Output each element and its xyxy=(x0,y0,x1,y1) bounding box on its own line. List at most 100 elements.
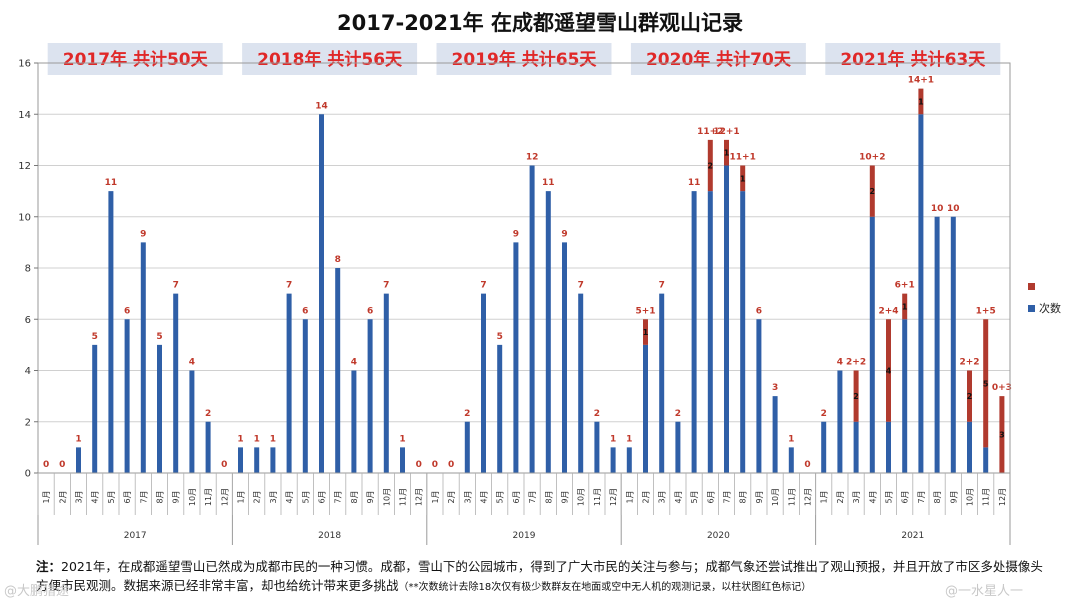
month-label: 10月 xyxy=(577,488,586,506)
bar-base xyxy=(286,293,292,473)
bar-extra xyxy=(853,370,859,422)
value-label: 5+1 xyxy=(635,306,655,316)
month-label: 5月 xyxy=(107,490,116,503)
footnote-lead: 注： xyxy=(36,559,62,574)
month-label: 9月 xyxy=(172,490,181,503)
month-label: 7月 xyxy=(139,490,148,503)
year-banner-label: 2017年 共计50天 xyxy=(63,49,209,70)
value-label: 0 xyxy=(43,460,49,470)
value-label: 7 xyxy=(578,281,584,291)
month-label: 3月 xyxy=(852,490,861,503)
value-label: 5 xyxy=(92,332,98,342)
month-label: 5月 xyxy=(496,490,505,503)
month-label: 8月 xyxy=(156,490,165,503)
bar-base xyxy=(643,344,648,473)
chart: 2017-2021年 在成都遥望雪山群观山记录 2017年 共计50天 2018年… xyxy=(18,11,1061,545)
bar-extra xyxy=(999,396,1005,473)
value-label: 1 xyxy=(626,434,632,444)
bar-extra-label: 1 xyxy=(724,149,730,158)
value-label: 9 xyxy=(561,229,567,239)
bar-extra-label: 1 xyxy=(918,97,924,106)
chart-title: 2017-2021年 在成都遥望雪山群观山记录 xyxy=(337,11,743,35)
watermark-left: @大鹏猎途 xyxy=(4,584,70,599)
y-tick-label: 2 xyxy=(25,417,31,428)
month-label: 6月 xyxy=(318,490,327,503)
bar-extra xyxy=(983,319,989,448)
bar-base xyxy=(756,319,762,473)
value-label: 6+1 xyxy=(895,281,915,291)
bar-base xyxy=(869,216,875,473)
value-label: 12+1 xyxy=(713,127,739,137)
value-label: 4 xyxy=(351,358,357,368)
month-label: 11月 xyxy=(593,488,602,506)
bar-base xyxy=(92,344,98,473)
value-label: 11 xyxy=(688,178,701,188)
y-tick-label: 14 xyxy=(18,110,31,121)
bar-extra-label: 3 xyxy=(999,431,1005,440)
value-label: 6 xyxy=(124,306,130,316)
bar-extra xyxy=(869,165,875,217)
year-label: 2019 xyxy=(513,531,536,541)
bar-base xyxy=(497,344,503,473)
bar-base xyxy=(157,344,162,473)
value-label: 9 xyxy=(140,229,146,239)
bar-base xyxy=(950,216,956,473)
bar-base xyxy=(902,319,908,473)
bar-base xyxy=(76,447,81,473)
value-label: 11+1 xyxy=(730,153,756,163)
month-label: 1月 xyxy=(820,490,829,503)
month-label: 6月 xyxy=(901,490,910,503)
month-label: 5月 xyxy=(885,490,894,503)
month-label: 4月 xyxy=(91,490,100,503)
y-tick-label: 16 xyxy=(18,59,31,70)
bar-base xyxy=(238,447,243,473)
bar-base xyxy=(707,191,713,473)
value-label: 7 xyxy=(480,281,486,291)
bar-extra xyxy=(724,139,729,166)
value-label: 1 xyxy=(75,434,81,444)
month-label: 11月 xyxy=(982,488,991,506)
value-label: 0 xyxy=(432,460,438,470)
value-label: 2 xyxy=(675,409,681,419)
month-label: 1月 xyxy=(237,490,246,503)
year-banner-label: 2020年 共计70天 xyxy=(646,49,792,70)
year-banner-label: 2021年 共计63天 xyxy=(840,49,986,70)
value-label: 1 xyxy=(254,434,260,444)
bar-extra-label: 2 xyxy=(708,162,714,171)
month-label: 7月 xyxy=(723,490,732,503)
bars xyxy=(76,88,1005,473)
value-label: 10+2 xyxy=(859,153,885,163)
bar-base xyxy=(545,191,551,473)
value-label: 10 xyxy=(947,204,960,214)
bar-extra-label: 2 xyxy=(853,392,859,401)
value-label: 2 xyxy=(205,409,211,419)
bar-base xyxy=(675,421,681,473)
month-label: 6月 xyxy=(123,490,132,503)
value-label: 9 xyxy=(513,229,519,239)
year-banner-box xyxy=(825,43,1001,75)
footnote: 注：2021年，在成都遥望雪山已然成为成都市民的一种习惯。成都，雪山下的公园城市… xyxy=(36,557,1046,597)
value-label: 11 xyxy=(542,178,555,188)
footnote-small: （**次数统计去除18次仅有极少数群友在地面或空中无人机的观测记录，以柱状图红色… xyxy=(398,582,812,593)
month-label: 12月 xyxy=(804,488,813,506)
month-label: 2月 xyxy=(253,490,262,503)
value-label: 0 xyxy=(416,460,422,470)
value-label: 2+2 xyxy=(846,358,866,368)
year-label: 2021 xyxy=(901,531,924,541)
bar-extra xyxy=(918,88,924,115)
value-label: 2 xyxy=(594,409,600,419)
value-label: 7 xyxy=(383,281,389,291)
bar-extra xyxy=(707,139,713,192)
bar-extra-label: 1 xyxy=(740,174,746,183)
month-label: 3月 xyxy=(463,490,472,503)
month-label: 12月 xyxy=(415,488,424,506)
month-label: 7月 xyxy=(528,490,537,503)
bar-base xyxy=(594,421,600,473)
value-label: 2+2 xyxy=(959,358,979,368)
bar-base xyxy=(383,293,389,473)
year-banners: 2017年 共计50天 2018年 共计56天 2019年 共计65天 2020年 共… xyxy=(47,43,1001,75)
y-tick-label: 10 xyxy=(18,212,31,223)
value-label: 11 xyxy=(105,178,118,188)
month-label: 2月 xyxy=(836,490,845,503)
